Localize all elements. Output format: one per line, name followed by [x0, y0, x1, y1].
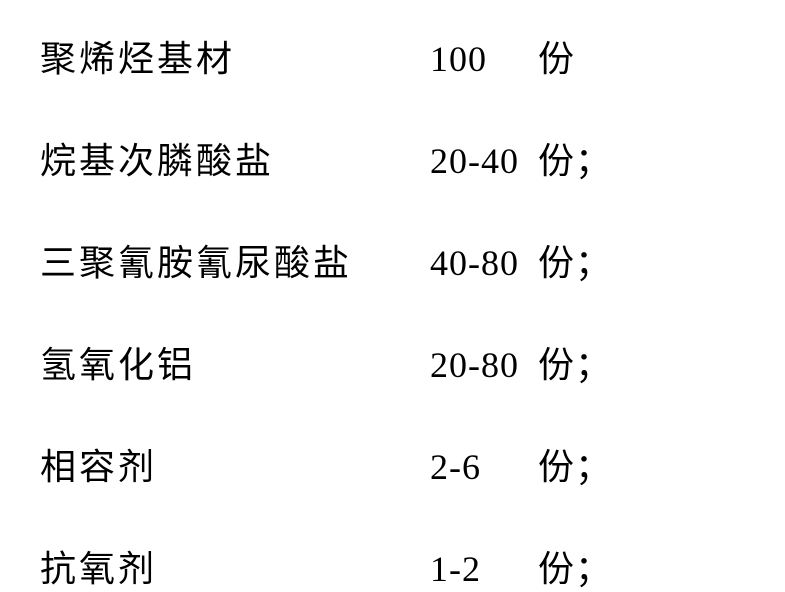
- amount-value: 40-80: [430, 242, 530, 284]
- amount-value: 100: [430, 38, 530, 80]
- ingredient-amount: 1-2份；: [430, 540, 612, 592]
- row-suffix: ；: [575, 549, 612, 589]
- ingredient-amount: 20-80份；: [430, 336, 612, 388]
- ingredient-name: 烷基次膦酸盐: [40, 132, 430, 184]
- table-row: 三聚氰胺氰尿酸盐 40-80份；: [40, 234, 745, 286]
- table-row: 聚烯烃基材 100份: [40, 30, 745, 82]
- amount-unit: 份: [538, 243, 575, 283]
- amount-value: 1-2: [430, 548, 530, 590]
- amount-unit: 份: [538, 447, 575, 487]
- composition-table: 聚烯烃基材 100份 烷基次膦酸盐 20-40份； 三聚氰胺氰尿酸盐 40-80…: [40, 20, 745, 592]
- ingredient-name: 相容剂: [40, 438, 430, 490]
- amount-value: 20-40: [430, 140, 530, 182]
- amount-unit: 份: [538, 549, 575, 589]
- amount-value: 2-6: [430, 446, 530, 488]
- amount-unit: 份: [538, 345, 575, 385]
- table-row: 相容剂 2-6份；: [40, 438, 745, 490]
- ingredient-amount: 20-40份；: [430, 132, 612, 184]
- amount-value: 20-80: [430, 344, 530, 386]
- amount-unit: 份: [538, 141, 575, 181]
- table-row: 烷基次膦酸盐 20-40份；: [40, 132, 745, 184]
- amount-unit: 份: [538, 39, 575, 79]
- ingredient-amount: 40-80份；: [430, 234, 612, 286]
- ingredient-name: 聚烯烃基材: [40, 30, 430, 82]
- table-row: 抗氧剂 1-2份；: [40, 540, 745, 592]
- ingredient-name: 氢氧化铝: [40, 336, 430, 388]
- row-suffix: ；: [575, 243, 612, 283]
- ingredient-name: 抗氧剂: [40, 540, 430, 592]
- row-suffix: ；: [575, 447, 612, 487]
- ingredient-amount: 2-6份；: [430, 438, 612, 490]
- table-row: 氢氧化铝 20-80份；: [40, 336, 745, 388]
- row-suffix: ；: [575, 345, 612, 385]
- ingredient-amount: 100份: [430, 30, 575, 82]
- row-suffix: ；: [575, 141, 612, 181]
- ingredient-name: 三聚氰胺氰尿酸盐: [40, 234, 430, 286]
